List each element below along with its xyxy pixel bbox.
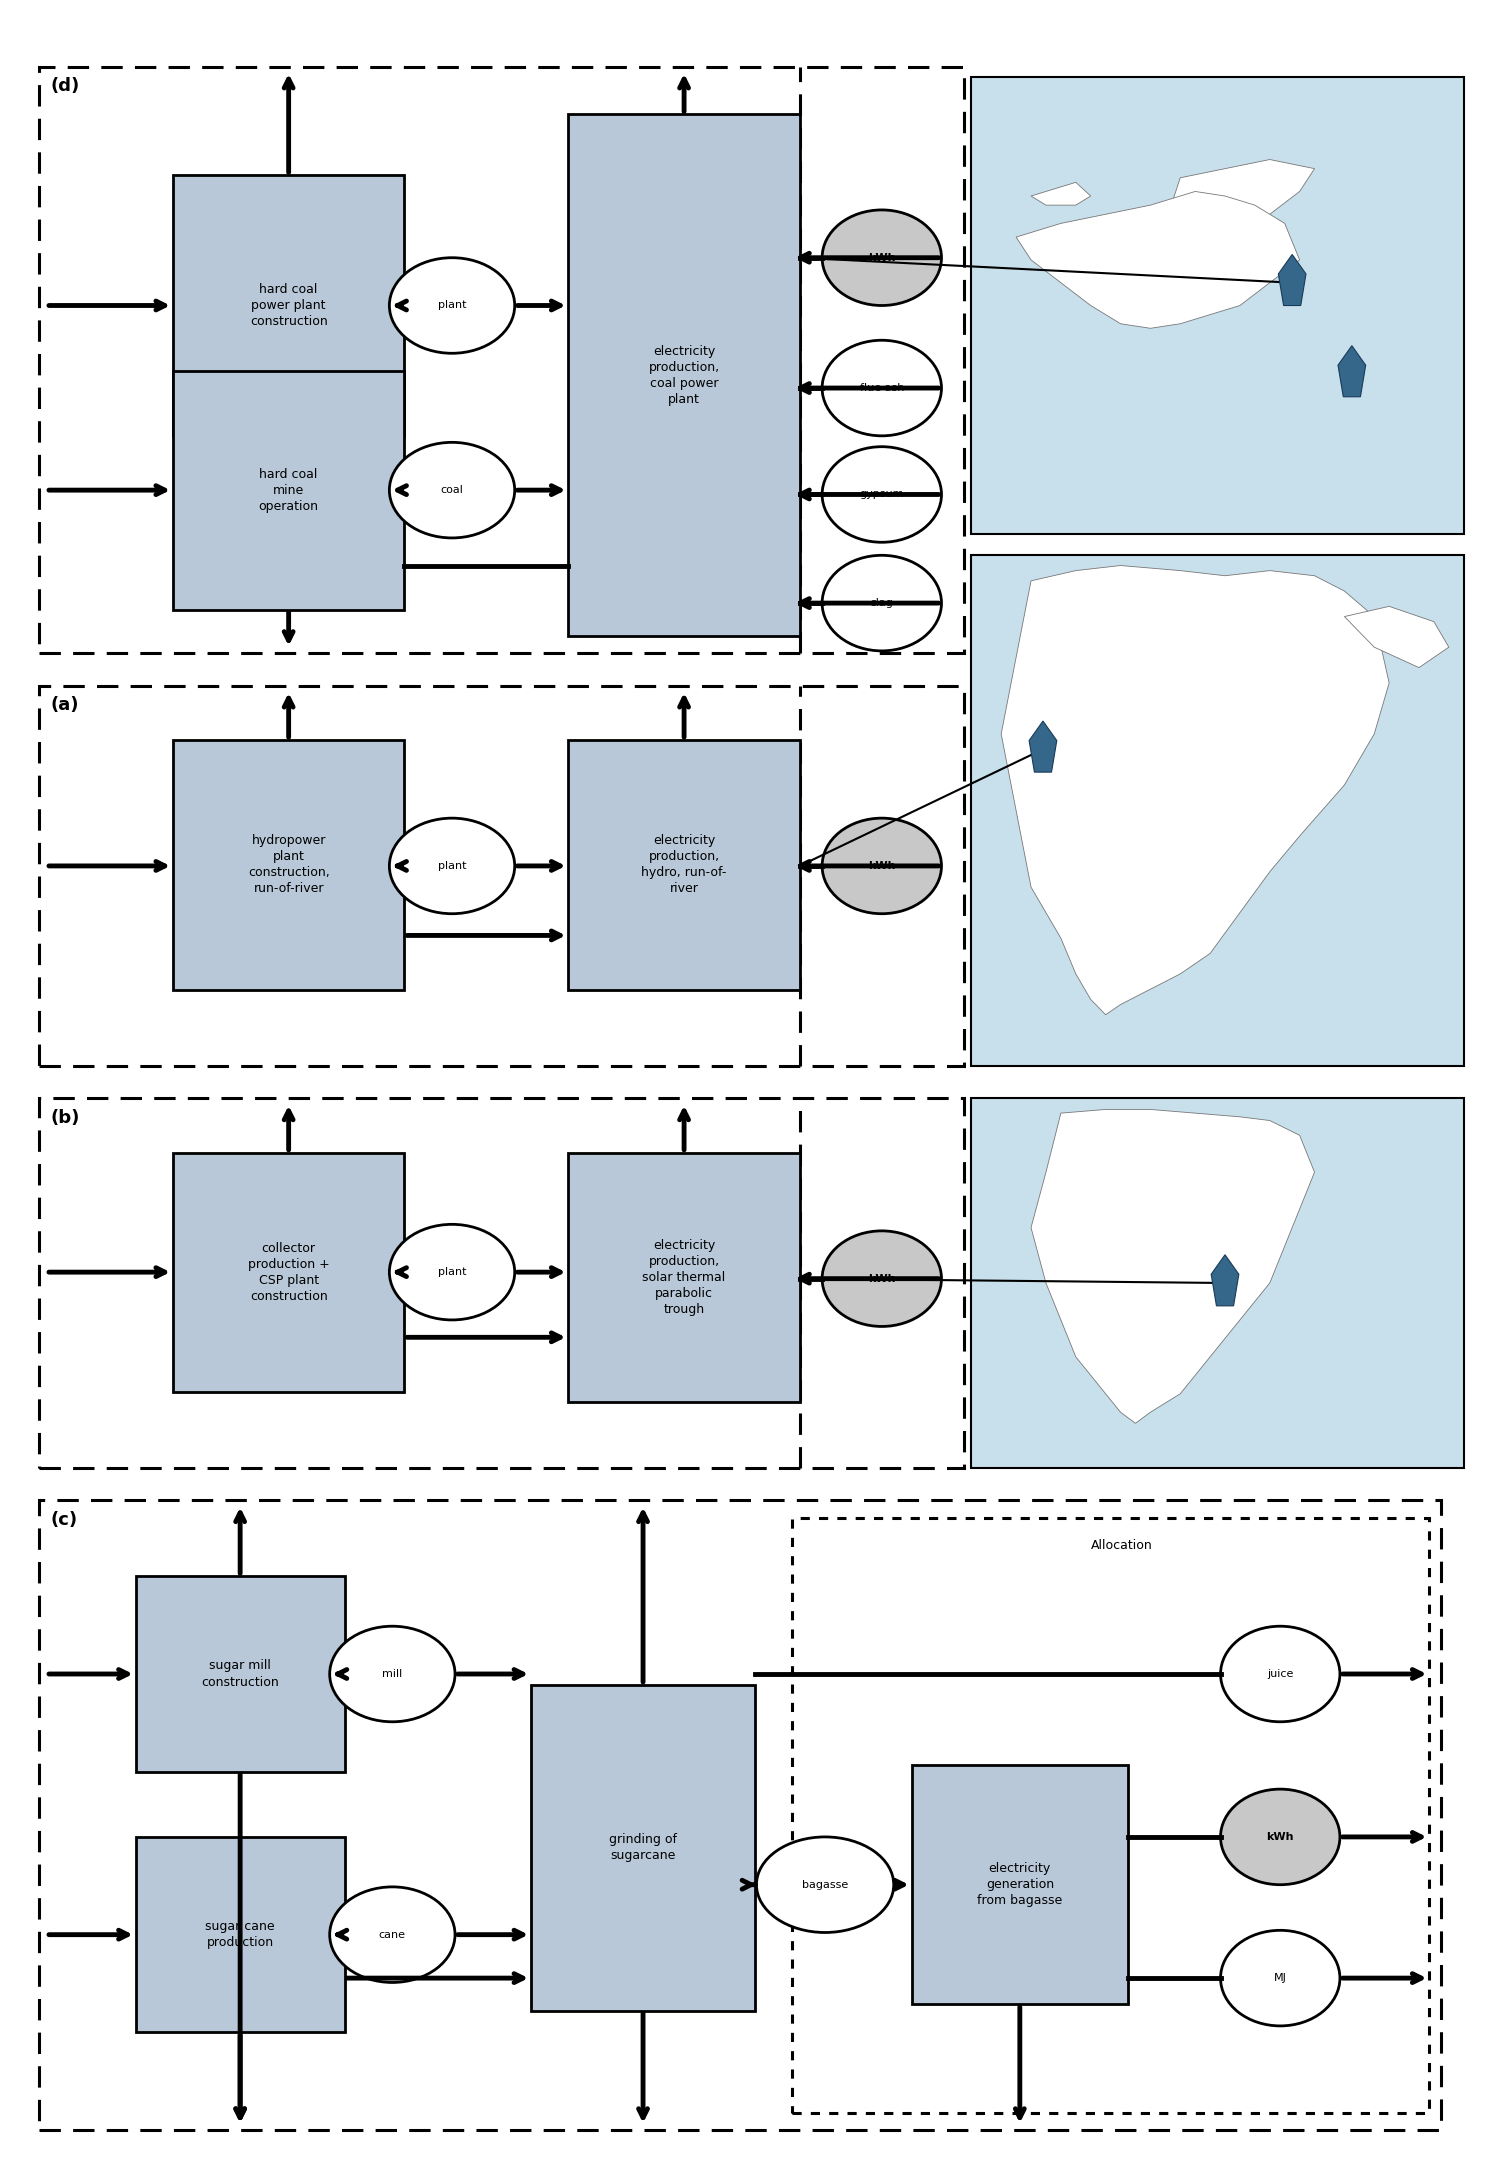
FancyBboxPatch shape	[568, 115, 800, 635]
FancyBboxPatch shape	[568, 1153, 800, 1403]
Text: sugar cane
production: sugar cane production	[205, 1921, 275, 1949]
Text: flue ash: flue ash	[860, 383, 904, 394]
Ellipse shape	[1220, 1627, 1340, 1723]
Polygon shape	[1002, 566, 1389, 1016]
Text: electricity
production,
hydro, run-of-
river: electricity production, hydro, run-of- r…	[641, 835, 727, 896]
Text: mill: mill	[383, 1668, 402, 1679]
Text: gypsum: gypsum	[860, 489, 904, 500]
Ellipse shape	[330, 1627, 454, 1723]
Polygon shape	[1032, 183, 1091, 204]
Text: kWh: kWh	[869, 1275, 896, 1283]
Text: bagasse: bagasse	[801, 1879, 848, 1890]
Ellipse shape	[1220, 1790, 1340, 1886]
Bar	[39, 1098, 964, 1468]
Text: grinding of
sugarcane: grinding of sugarcane	[608, 1834, 677, 1862]
Text: plant: plant	[438, 300, 466, 311]
Text: kWh: kWh	[869, 252, 896, 263]
Text: kWh: kWh	[1266, 1831, 1295, 1842]
Ellipse shape	[389, 1225, 514, 1320]
Polygon shape	[1338, 346, 1366, 396]
Text: collector
production +
CSP plant
construction: collector production + CSP plant constru…	[248, 1242, 329, 1303]
Ellipse shape	[389, 818, 514, 913]
Text: electricity
production,
coal power
plant: electricity production, coal power plant	[649, 344, 719, 405]
Text: kWh: kWh	[869, 861, 896, 870]
Bar	[972, 1098, 1464, 1468]
Ellipse shape	[822, 818, 942, 913]
Ellipse shape	[389, 442, 514, 537]
Polygon shape	[1211, 1255, 1239, 1305]
Text: sugar mill
construction: sugar mill construction	[202, 1660, 280, 1688]
FancyBboxPatch shape	[568, 740, 800, 990]
Bar	[39, 685, 964, 1066]
Ellipse shape	[822, 211, 942, 304]
Text: juice: juice	[1268, 1668, 1293, 1679]
FancyBboxPatch shape	[136, 1577, 345, 1773]
FancyBboxPatch shape	[531, 1686, 755, 2010]
FancyBboxPatch shape	[173, 1153, 404, 1392]
Polygon shape	[1344, 607, 1449, 668]
FancyBboxPatch shape	[173, 740, 404, 990]
FancyBboxPatch shape	[912, 1766, 1129, 2003]
Bar	[39, 67, 964, 652]
Ellipse shape	[822, 1231, 942, 1327]
Text: (c): (c)	[51, 1512, 78, 1529]
Text: cane: cane	[378, 1929, 405, 1940]
FancyBboxPatch shape	[136, 1838, 345, 2031]
Text: hard coal
power plant
construction: hard coal power plant construction	[250, 283, 327, 328]
Text: electricity
production,
solar thermal
parabolic
trough: electricity production, solar thermal pa…	[643, 1240, 725, 1316]
Ellipse shape	[389, 257, 514, 352]
Polygon shape	[1165, 159, 1314, 259]
Bar	[792, 1518, 1429, 2112]
Text: plant: plant	[438, 1268, 466, 1277]
Text: Allocation: Allocation	[1091, 1540, 1153, 1553]
Text: coal: coal	[441, 485, 463, 496]
Text: (b): (b)	[51, 1109, 81, 1127]
Ellipse shape	[822, 555, 942, 650]
Polygon shape	[1029, 722, 1057, 772]
Text: (d): (d)	[51, 78, 79, 96]
Text: MJ: MJ	[1274, 1973, 1287, 1984]
Text: (a): (a)	[51, 696, 79, 716]
Ellipse shape	[756, 1838, 894, 1934]
Text: electricity
generation
from bagasse: electricity generation from bagasse	[978, 1862, 1063, 1907]
FancyBboxPatch shape	[173, 176, 404, 435]
Bar	[972, 555, 1464, 1066]
Ellipse shape	[822, 446, 942, 542]
Bar	[39, 1501, 1441, 2129]
Polygon shape	[1278, 254, 1307, 305]
Text: plant: plant	[438, 861, 466, 870]
Text: hard coal
mine
operation: hard coal mine operation	[259, 468, 318, 513]
Bar	[972, 78, 1464, 533]
Ellipse shape	[330, 1888, 454, 1981]
FancyBboxPatch shape	[173, 370, 404, 609]
Ellipse shape	[1220, 1931, 1340, 2025]
Ellipse shape	[822, 339, 942, 435]
Polygon shape	[1017, 191, 1299, 328]
Text: slag: slag	[870, 598, 893, 609]
Polygon shape	[1032, 1109, 1314, 1422]
Text: hydropower
plant
construction,
run-of-river: hydropower plant construction, run-of-ri…	[248, 835, 329, 896]
